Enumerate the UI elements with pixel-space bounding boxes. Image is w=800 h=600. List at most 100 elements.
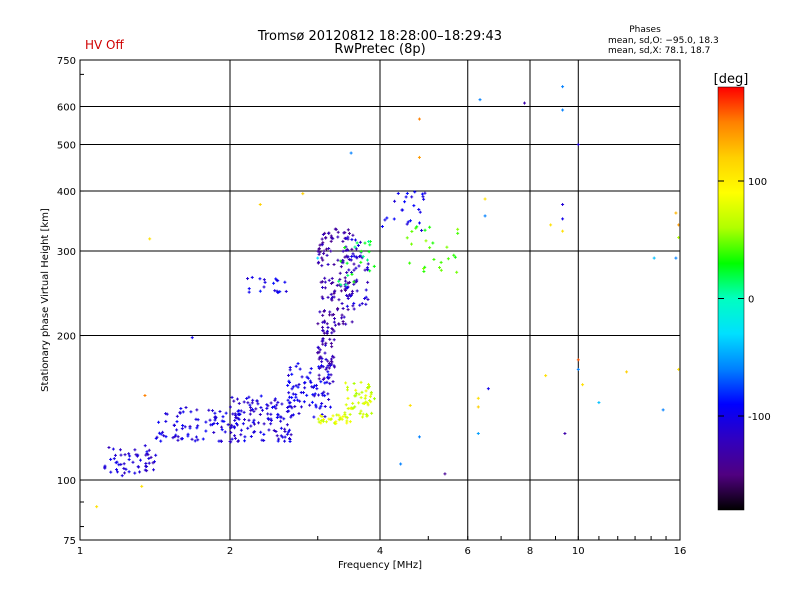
trace-point-x-f2 — [363, 241, 367, 245]
trace-point-o-f1 — [235, 397, 239, 401]
trace-point-o-upper — [423, 191, 427, 195]
trace-point-o-mid — [290, 396, 294, 400]
trace-point-o-f2 — [316, 322, 320, 326]
trace-point-o-e — [164, 435, 168, 439]
trace-point-o-f2 — [331, 281, 335, 285]
trace-point-o-f2 — [336, 258, 340, 262]
trace-point-o-cusp — [326, 325, 330, 329]
trace-point-o-mid — [322, 390, 326, 394]
trace-point-o-e — [183, 425, 187, 429]
trace-point-o-f2b — [360, 256, 364, 260]
trace-point-o-low — [145, 450, 149, 454]
trace-point-o-f2b — [364, 302, 368, 306]
trace-point-x-low — [317, 420, 321, 424]
trace-point-x-f2 — [361, 255, 365, 259]
trace-point-o-e — [196, 418, 200, 422]
trace-point-o-cusp — [325, 366, 329, 370]
trace-point-o-low — [103, 466, 107, 470]
trace-point-o-f1 — [253, 430, 257, 434]
scatter-point-16 — [476, 396, 480, 400]
trace-point-o-mid — [303, 386, 307, 390]
trace-point-x-low — [338, 416, 342, 420]
trace-point-o-f2 — [352, 282, 356, 286]
trace-point-o-f2 — [350, 320, 354, 324]
trace-point-x-low — [337, 418, 341, 422]
trace-point-o-mid — [311, 385, 315, 389]
trace-point-o-mid — [300, 375, 304, 379]
trace-point-o-e — [176, 438, 180, 442]
trace-point-x-low — [345, 416, 349, 420]
trace-point-o-f1 — [283, 435, 287, 439]
trace-point-o-e — [217, 439, 221, 443]
trace-point-o-mid — [320, 413, 324, 417]
trace-point-o-e — [154, 436, 158, 440]
trace-point-o-f2 — [320, 243, 324, 247]
trace-point-x-low — [319, 414, 323, 418]
trace-point-o-mid — [297, 382, 301, 386]
trace-point-oblique — [284, 289, 288, 293]
trace-point-o-f1 — [283, 429, 287, 433]
trace-point-o-e — [164, 412, 168, 416]
trace-point-o-f2b — [344, 237, 348, 241]
trace-point-x-f2 — [339, 283, 343, 287]
trace-point-o-e — [188, 424, 192, 428]
trace-point-o-f1 — [288, 437, 292, 441]
trace-point-o-mid — [308, 371, 312, 375]
trace-point-o-low — [119, 462, 123, 466]
trace-point-o-f2 — [329, 234, 333, 238]
trace-point-o-f1 — [233, 413, 237, 417]
trace-point-o-e — [214, 416, 218, 420]
trace-point-o-cusp — [333, 365, 337, 369]
scatter-point-7 — [316, 256, 320, 260]
x-tick-label-6: 6 — [465, 546, 471, 557]
trace-point-o-f2 — [340, 313, 344, 317]
trace-point-x-upper — [428, 225, 432, 229]
trace-point-o-f1 — [292, 398, 296, 402]
trace-point-x-low — [344, 415, 348, 419]
scatter-point-39 — [674, 256, 678, 260]
trace-point-o-f1 — [279, 434, 283, 438]
trace-point-o-cusp — [317, 377, 321, 381]
trace-point-o-upper — [403, 200, 407, 204]
trace-point-o-mid — [327, 373, 331, 377]
trace-point-o-cusp — [318, 348, 322, 352]
trace-point-o-cusp — [332, 355, 336, 359]
trace-point-x-rise — [344, 381, 348, 385]
trace-point-o-f2 — [347, 258, 351, 262]
trace-point-o-mid — [298, 367, 302, 371]
x-tick-label-2: 2 — [227, 546, 233, 557]
trace-point-o-mid — [313, 384, 317, 388]
trace-point-o-f2 — [319, 280, 323, 284]
trace-point-o-mid — [325, 380, 329, 384]
trace-point-o-f1 — [262, 432, 266, 436]
trace-point-o-cusp — [331, 328, 335, 332]
trace-point-o-low — [154, 453, 158, 457]
trace-point-o-mid — [323, 404, 327, 408]
trace-point-o-f2 — [316, 249, 320, 253]
trace-point-oblique — [274, 277, 278, 281]
trace-point-o-mid — [309, 367, 313, 371]
trace-point-o-cusp — [321, 342, 325, 346]
trace-point-o-f2 — [330, 236, 334, 240]
trace-point-o-f2 — [333, 317, 337, 321]
trace-point-x-low — [319, 419, 323, 423]
trace-point-x-low — [319, 421, 323, 425]
scatter-point-28 — [561, 217, 565, 221]
trace-point-o-low — [137, 465, 141, 469]
trace-point-x-rise — [354, 394, 358, 398]
trace-point-x-low — [343, 413, 347, 417]
trace-point-o-e — [211, 409, 215, 413]
trace-point-o-cusp — [329, 359, 333, 363]
trace-point-x-rise — [367, 385, 371, 389]
trace-point-o-f2 — [339, 265, 343, 269]
trace-point-o-e — [157, 420, 161, 424]
trace-point-o-f1 — [235, 416, 239, 420]
trace-point-o-f1 — [260, 438, 264, 442]
trace-point-o-f2 — [336, 308, 340, 312]
trace-point-o-e — [186, 434, 190, 438]
scatter-point-34 — [581, 383, 585, 387]
trace-point-o-e — [231, 412, 235, 416]
trace-point-o-low — [147, 461, 151, 465]
trace-point-o-cusp — [322, 376, 326, 380]
trace-point-o-f2 — [346, 308, 350, 312]
